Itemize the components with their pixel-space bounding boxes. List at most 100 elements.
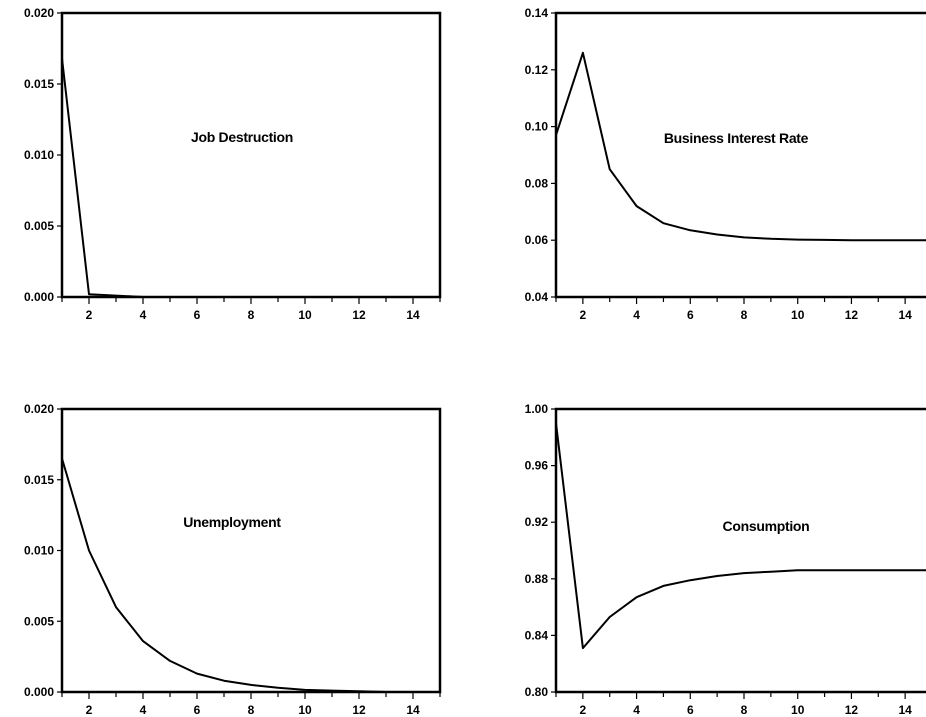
data-point bbox=[61, 457, 63, 460]
y-tick-label: 0.000 bbox=[24, 685, 54, 699]
x-tick-label: 10 bbox=[791, 703, 805, 717]
x-tick-label: 12 bbox=[845, 703, 859, 717]
x-tick-label: 4 bbox=[633, 308, 640, 322]
series-line bbox=[555, 423, 926, 650]
x-tick-label: 2 bbox=[580, 308, 587, 322]
data-point bbox=[250, 296, 252, 298]
data-point bbox=[385, 296, 387, 298]
data-point bbox=[904, 239, 906, 241]
y-tick-label: 0.80 bbox=[525, 685, 549, 699]
data-point bbox=[115, 606, 117, 608]
data-point bbox=[439, 691, 441, 693]
data-point bbox=[169, 296, 171, 298]
x-tick-label: 8 bbox=[741, 703, 748, 717]
plot-frame bbox=[60, 11, 442, 299]
x-tick-label: 14 bbox=[406, 703, 420, 717]
data-point bbox=[358, 296, 360, 298]
data-point bbox=[385, 691, 387, 693]
x-tick-label: 6 bbox=[687, 703, 694, 717]
y-tick-label: 0.08 bbox=[525, 176, 549, 190]
data-point bbox=[304, 296, 306, 298]
data-point bbox=[662, 222, 665, 224]
y-tick-label: 0.10 bbox=[525, 120, 549, 134]
chart-panel: 0.000 0.005 0.010 0.015 0.020 2 4 6 8 10 12 14 Unemp… bbox=[24, 402, 442, 717]
data-point bbox=[797, 569, 799, 571]
x-tick-label: 12 bbox=[845, 308, 859, 322]
data-point bbox=[555, 134, 557, 136]
y-tick-label: 0.84 bbox=[525, 628, 549, 642]
data-point bbox=[797, 239, 799, 241]
series-line bbox=[61, 58, 440, 298]
data-point bbox=[88, 293, 90, 295]
data-point bbox=[358, 690, 360, 692]
data-point bbox=[716, 233, 718, 236]
x-tick-label: 10 bbox=[791, 308, 805, 322]
y-tick-label: 0.020 bbox=[24, 6, 54, 20]
data-point bbox=[582, 52, 584, 54]
data-point bbox=[743, 572, 745, 574]
chart-panel: 0.000 0.005 0.010 0.015 0.020 2 4 6 8 10 12 14 Job D… bbox=[24, 6, 442, 322]
x-tick-label: 2 bbox=[86, 308, 93, 322]
chart-panel: 0.04 0.06 0.08 0.10 0.12 0.14 2 4 6 8 10 12 14 Busine… bbox=[525, 6, 926, 322]
x-tick-label: 4 bbox=[633, 703, 640, 717]
data-point bbox=[743, 236, 745, 238]
y-tick-label: 0.010 bbox=[24, 544, 54, 558]
data-point bbox=[609, 168, 611, 170]
data-point bbox=[904, 569, 906, 571]
data-point bbox=[169, 660, 171, 662]
data-point bbox=[555, 422, 557, 424]
series-line bbox=[61, 458, 440, 693]
data-point bbox=[304, 689, 306, 691]
x-tick-label: 10 bbox=[298, 308, 312, 322]
x-tick-label: 2 bbox=[86, 703, 93, 717]
data-point bbox=[439, 296, 441, 298]
series-line bbox=[555, 51, 926, 242]
y-tick-label: 0.020 bbox=[24, 402, 54, 416]
data-point bbox=[635, 596, 638, 598]
x-tick-label: 6 bbox=[194, 703, 201, 717]
plot-frame bbox=[60, 407, 442, 694]
y-tick-label: 0.96 bbox=[525, 459, 549, 473]
data-point bbox=[770, 238, 772, 240]
data-point bbox=[277, 687, 279, 689]
x-tick-label: 4 bbox=[140, 703, 147, 717]
data-point bbox=[609, 616, 611, 618]
panel-title: Consumption bbox=[723, 518, 810, 534]
data-point bbox=[877, 239, 879, 241]
data-point bbox=[582, 647, 584, 649]
x-tick-label: 12 bbox=[352, 308, 366, 322]
y-tick-label: 1.00 bbox=[525, 402, 549, 416]
panel-title: Unemployment bbox=[183, 514, 281, 530]
data-point bbox=[823, 239, 826, 241]
y-tick-label: 0.010 bbox=[24, 148, 54, 162]
y-tick-label: 0.005 bbox=[24, 219, 54, 233]
data-point bbox=[635, 205, 638, 207]
data-point bbox=[142, 640, 144, 642]
data-point bbox=[689, 579, 691, 581]
data-point bbox=[689, 229, 691, 231]
x-tick-label: 4 bbox=[140, 308, 147, 322]
data-point bbox=[196, 296, 198, 298]
data-point bbox=[412, 296, 414, 298]
y-tick-label: 0.14 bbox=[525, 6, 549, 20]
data-point bbox=[142, 296, 144, 298]
data-point bbox=[850, 239, 853, 241]
x-tick-label: 8 bbox=[248, 703, 255, 717]
y-tick-label: 0.015 bbox=[24, 77, 54, 91]
y-tick-label: 0.015 bbox=[24, 473, 54, 487]
data-point bbox=[850, 569, 853, 571]
x-tick-label: 2 bbox=[580, 703, 587, 717]
data-point bbox=[115, 294, 117, 297]
data-point bbox=[250, 684, 252, 686]
data-point bbox=[770, 571, 772, 573]
x-tick-label: 8 bbox=[248, 308, 255, 322]
data-point bbox=[88, 549, 90, 552]
data-point bbox=[223, 680, 225, 682]
x-tick-label: 8 bbox=[741, 308, 748, 322]
y-tick-label: 0.005 bbox=[24, 614, 54, 628]
y-tick-label: 0.88 bbox=[525, 572, 549, 586]
chart-panel: 0.80 0.84 0.88 0.92 0.96 1.00 2 4 6 8 10 12 14 Consum… bbox=[525, 402, 926, 717]
data-point bbox=[716, 575, 718, 577]
y-tick-label: 0.04 bbox=[525, 290, 549, 304]
